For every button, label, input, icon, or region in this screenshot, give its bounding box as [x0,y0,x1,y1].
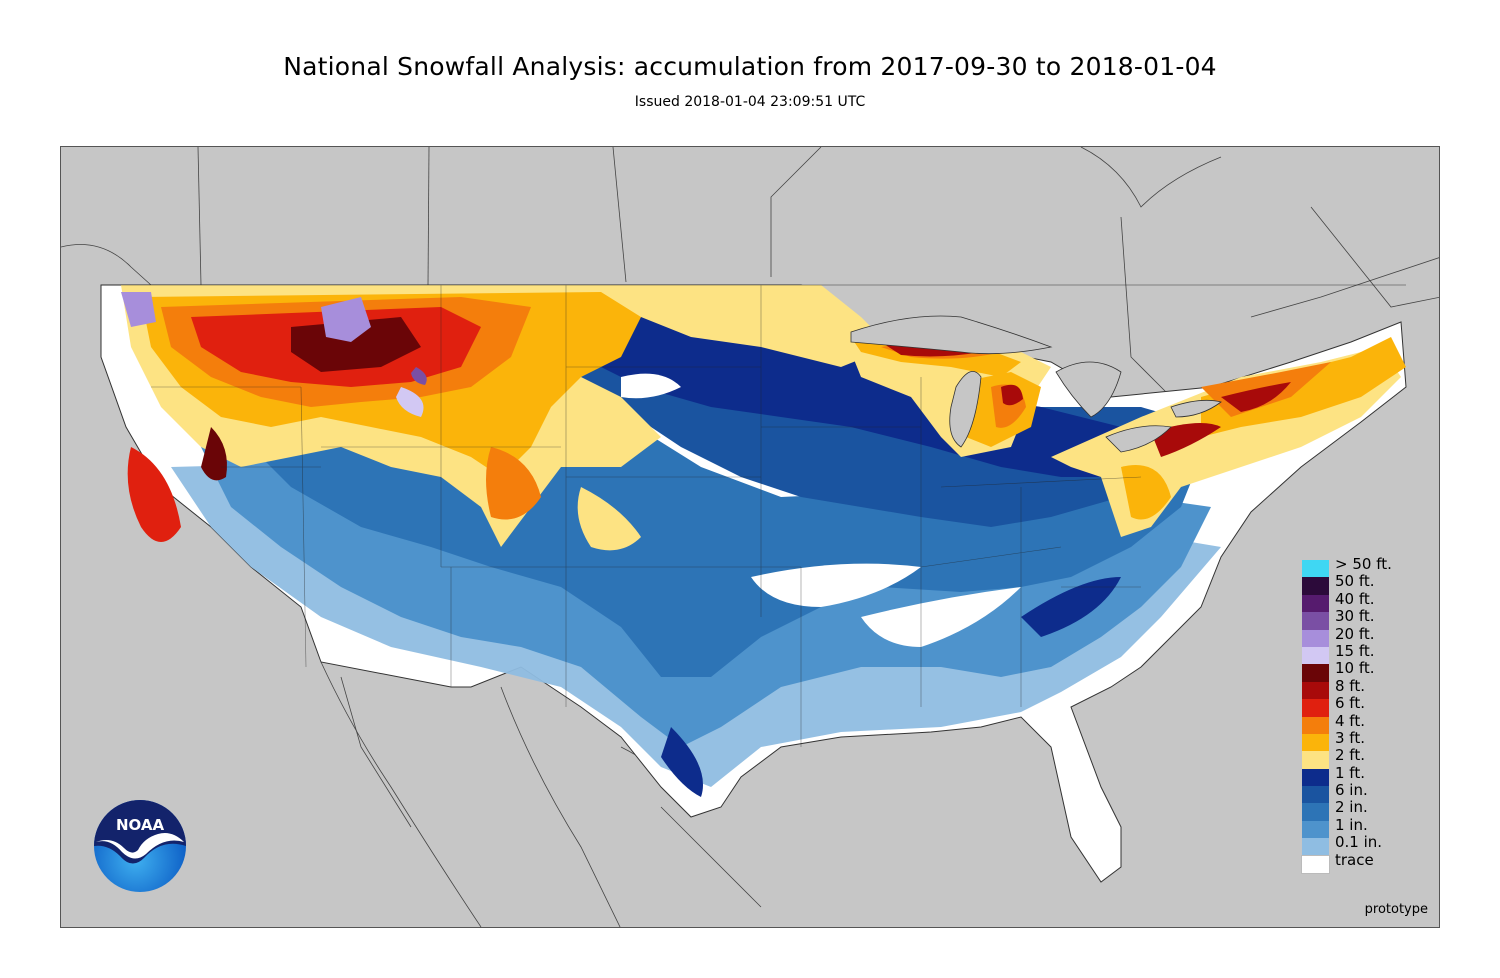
legend-label: 6 in. [1335,781,1368,800]
legend-swatch [1302,733,1329,752]
legend-swatch [1302,629,1329,647]
legend-label: trace [1335,850,1374,869]
legend-label: 10 ft. [1335,659,1375,678]
map-title: National Snowfall Analysis: accumulation… [283,52,1217,81]
legend-label: 1 ft. [1335,763,1365,782]
legend-label: 20 ft. [1335,624,1375,643]
legend-swatch [1302,681,1329,700]
legend-label: 6 ft. [1335,694,1365,713]
legend-swatch [1302,612,1329,630]
legend-swatch [1302,820,1329,839]
legend-row: 1 in. [1302,816,1422,839]
legend-swatch [1302,577,1329,595]
legend-label: 4 ft. [1335,711,1365,730]
legend-row: 20 ft. [1302,625,1422,647]
legend-swatch [1302,699,1329,717]
legend-swatch [1302,786,1329,804]
legend-row: 6 in. [1302,782,1422,804]
legend-row: 40 ft. [1302,590,1422,613]
legend-row: 50 ft. [1302,573,1422,595]
legend-row: 4 ft. [1302,712,1422,734]
legend-swatch [1302,838,1329,856]
legend-row: 1 ft. [1302,764,1422,787]
legend-label: 3 ft. [1335,728,1365,747]
legend-row: 3 ft. [1302,729,1422,752]
legend-row: 6 ft. [1302,695,1422,717]
legend-label: 1 in. [1335,815,1368,834]
prototype-label: prototype [1364,902,1428,917]
legend-label: 40 ft. [1335,589,1375,608]
legend-swatch [1302,594,1329,613]
legend-row: > 50 ft. [1302,556,1422,578]
mexico-borders [320,661,762,927]
legend-label: 50 ft. [1335,572,1375,591]
legend-label: 15 ft. [1335,641,1375,660]
great-lakes [850,315,1222,453]
legend-row: 2 in. [1302,799,1422,821]
legend-row: 30 ft. [1302,608,1422,630]
state-borders [101,284,1406,747]
legend-label: 30 ft. [1335,607,1375,626]
legend-label: 8 ft. [1335,676,1365,695]
legend-swatch [1302,751,1329,769]
legend-label: > 50 ft. [1335,555,1392,573]
legend-row: 0.1 in. [1302,834,1422,856]
legend-row: 2 ft. [1302,747,1422,769]
legend-label: 2 in. [1335,798,1368,817]
snowfall-map [60,146,1440,928]
legend-swatch [1302,716,1329,734]
legend-label: 0.1 in. [1335,833,1383,852]
legend-swatch [1301,854,1330,875]
legend-swatch [1302,768,1329,787]
noaa-logo-icon: NOAA [92,798,188,894]
legend-swatch [1302,803,1329,821]
map-canvas [61,147,1439,927]
legend-row: 10 ft. [1302,660,1422,682]
legend-swatch [1302,646,1329,665]
legend-swatch [1302,664,1329,682]
legend-row: trace [1301,851,1422,875]
legend-label: 2 ft. [1335,746,1365,765]
legend-row: 15 ft. [1302,642,1422,665]
noaa-logo-text: NOAA [116,816,165,834]
legend-swatch [1302,560,1329,578]
issued-timestamp: Issued 2018-01-04 23:09:51 UTC [634,94,866,110]
map-legend: > 50 ft. 50 ft. 40 ft. 30 ft. 20 ft. 15 ft. 10… [1301,556,1422,875]
legend-row: 8 ft. [1302,677,1422,700]
